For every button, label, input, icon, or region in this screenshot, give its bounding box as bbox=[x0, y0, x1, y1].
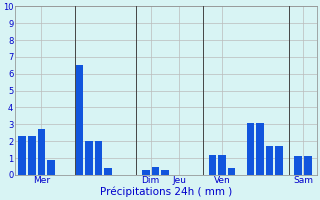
Bar bbox=[218, 155, 226, 175]
Bar bbox=[209, 155, 216, 175]
Bar bbox=[95, 141, 102, 175]
Bar bbox=[304, 156, 311, 175]
Bar bbox=[37, 129, 45, 175]
Bar bbox=[294, 156, 302, 175]
Bar bbox=[142, 170, 150, 175]
Bar bbox=[19, 136, 26, 175]
X-axis label: Précipitations 24h ( mm ): Précipitations 24h ( mm ) bbox=[100, 187, 232, 197]
Bar bbox=[76, 65, 83, 175]
Bar bbox=[28, 136, 36, 175]
Bar bbox=[266, 146, 274, 175]
Bar bbox=[104, 168, 112, 175]
Bar bbox=[247, 123, 254, 175]
Bar bbox=[228, 168, 236, 175]
Bar bbox=[85, 141, 93, 175]
Bar bbox=[47, 160, 55, 175]
Bar bbox=[256, 123, 264, 175]
Bar bbox=[152, 167, 159, 175]
Bar bbox=[275, 146, 283, 175]
Bar bbox=[161, 170, 169, 175]
